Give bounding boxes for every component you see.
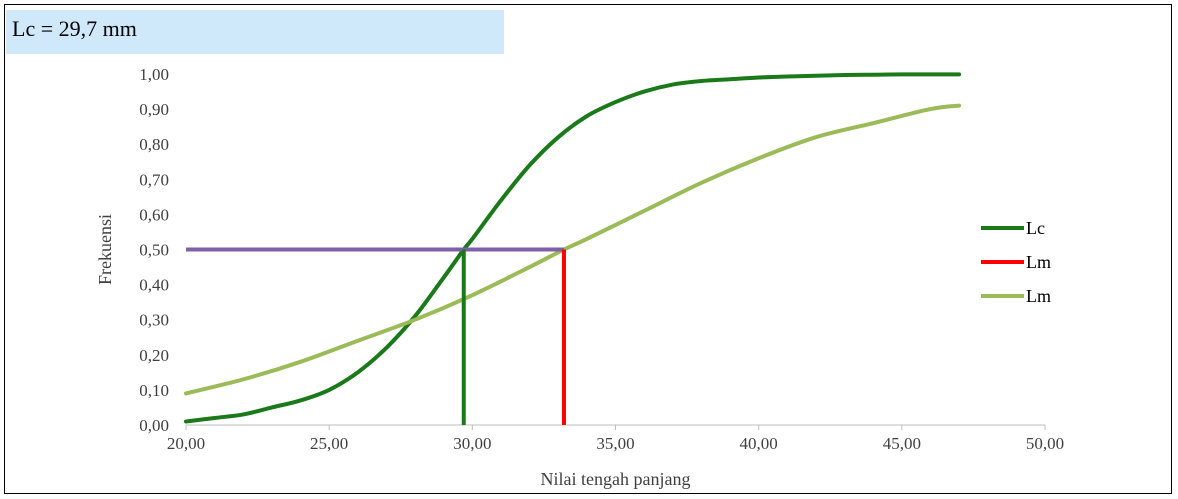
y-tick-label: 0,70 — [139, 170, 169, 189]
y-tick-label: 0,30 — [139, 311, 169, 330]
y-tick-label: 0,80 — [139, 135, 169, 154]
banner-text: Lc = 29,7 mm — [12, 16, 137, 41]
y-tick-label: 0,00 — [139, 416, 169, 435]
legend-label: Lc — [1026, 218, 1045, 238]
y-tick-label: 0,10 — [139, 381, 169, 400]
y-tick-label: 1,00 — [139, 65, 169, 84]
x-axis-title: Nilai tengah panjang — [541, 469, 691, 489]
x-tick-label: 50,00 — [1026, 434, 1064, 453]
chart-marks — [184, 72, 962, 425]
x-tick-label: 45,00 — [883, 434, 921, 453]
legend: Lc Lm Lm — [981, 218, 1051, 306]
x-tick-label: 35,00 — [596, 434, 634, 453]
y-tick-label: 0,60 — [139, 205, 169, 224]
axes: 20,00 25,00 30,00 35,00 40,00 45,00 50,00 0,00 0… — [139, 65, 1064, 453]
x-tick-label: 30,00 — [453, 434, 491, 453]
series-line-lc — [184, 72, 962, 424]
x-tick-label: 25,00 — [310, 434, 348, 453]
y-tick-label: 0,50 — [139, 241, 169, 260]
legend-label: Lm — [1026, 252, 1051, 272]
y-tick-label: 0,20 — [139, 346, 169, 365]
x-tick-label: 40,00 — [740, 434, 778, 453]
y-axis-title: Frekuensi — [95, 214, 115, 285]
y-tick-label: 0,40 — [139, 276, 169, 295]
lc-banner: Lc = 29,7 mm — [6, 10, 504, 54]
legend-label: Lm — [1026, 286, 1051, 306]
x-tick-label: 20,00 — [167, 434, 205, 453]
y-tick-label: 0,90 — [139, 100, 169, 119]
series-line-lm — [184, 103, 962, 396]
